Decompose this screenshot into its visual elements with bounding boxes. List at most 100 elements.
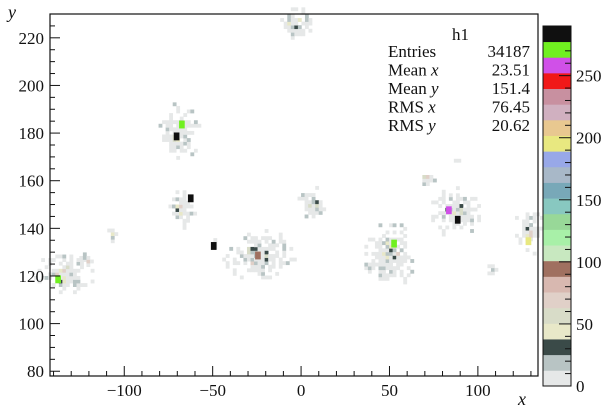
heatmap-cell [76, 261, 81, 266]
heatmap-cell [280, 18, 285, 22]
heatmap-cell [441, 193, 446, 198]
heatmap-cell [470, 207, 474, 212]
heatmap-cell [110, 239, 115, 244]
heatmap-cell [51, 258, 56, 262]
heatmap-cell [257, 264, 262, 269]
heatmap-cell [315, 207, 320, 212]
heatmap-cell [459, 204, 464, 208]
heatmap-cell [62, 286, 67, 291]
heatmap-cell [378, 262, 383, 267]
heatmap-cell [385, 251, 390, 256]
heatmap-cell [290, 14, 295, 19]
heatmap-cell [172, 211, 176, 216]
heatmap-cell [282, 261, 287, 266]
heatmap-cell [378, 248, 383, 253]
heatmap-cell [72, 275, 77, 280]
heatmap-cell [522, 226, 526, 231]
heatmap-cell [257, 246, 262, 251]
heatmap-cell [250, 246, 255, 251]
x-tick-label: −50 [199, 381, 226, 400]
heatmap-cell [403, 276, 408, 281]
heatmap-cell [176, 155, 181, 160]
heatmap-cell [239, 254, 244, 258]
stats-row-value: 34187 [488, 42, 531, 61]
color-scale-swatch [543, 119, 571, 136]
heatmap-cell [389, 248, 393, 253]
heatmap-cell [392, 269, 397, 274]
color-scale-tick-label: 0 [576, 377, 585, 396]
plot-frame [49, 13, 539, 377]
heatmap-cell [311, 203, 316, 208]
heatmap-cell [308, 193, 312, 197]
heatmap-cell [169, 127, 174, 132]
heatmap-cell [445, 225, 450, 230]
heatmap-cell [389, 241, 393, 246]
heatmap-peak-cell [210, 242, 217, 250]
heatmap-cell [254, 239, 258, 244]
heatmap-cell [183, 127, 188, 132]
heatmap-cell [282, 254, 287, 258]
color-scale-swatch [543, 88, 571, 105]
y-tick-label: 160 [19, 172, 45, 191]
heatmap-cell [229, 246, 234, 251]
heatmap-cell [114, 232, 119, 237]
stats-row-variable: x [430, 61, 439, 80]
heatmap-cell [275, 243, 280, 248]
color-scale-swatch [543, 151, 571, 168]
heatmap-cell [367, 237, 372, 242]
heatmap-cell [236, 261, 241, 266]
heatmap-cell [308, 210, 312, 215]
heatmap-cell [179, 127, 184, 132]
heatmap-cell [463, 221, 467, 226]
heatmap-cell [186, 200, 190, 205]
heatmap-cell [518, 240, 523, 245]
color-scale-swatch [543, 260, 571, 277]
heatmap-cell [172, 145, 177, 150]
heatmap-cell [76, 268, 81, 273]
heatmap-cell [158, 123, 163, 128]
heatmap-cell [539, 226, 544, 231]
heatmap-cell [304, 207, 309, 212]
heatmap-cell [72, 290, 77, 295]
heatmap-cell [455, 211, 460, 216]
heatmap-cell [264, 261, 269, 266]
heatmap-cell [55, 268, 60, 273]
heatmap-cell [403, 234, 408, 238]
heatmap-cell [62, 258, 67, 262]
heatmap-cell [190, 123, 195, 128]
color-scale-swatch [543, 135, 571, 152]
heatmap-cell [162, 134, 166, 139]
heatmap-cell [385, 266, 390, 271]
heatmap-cell [110, 235, 115, 240]
heatmap-cell [385, 273, 390, 278]
heatmap-cell [37, 279, 42, 284]
heatmap-cell [525, 223, 530, 227]
heatmap-cell [186, 130, 191, 135]
heatmap-cell [311, 200, 316, 205]
color-scale-tick-label: 200 [576, 129, 602, 148]
heatmap-cell [304, 196, 309, 201]
heatmap-cell [308, 207, 312, 212]
heatmap-cell [322, 207, 327, 212]
heatmap-cell [76, 279, 81, 284]
heatmap-cell [236, 246, 241, 251]
heatmap-cell [271, 243, 276, 248]
heatmap-cell [463, 207, 467, 212]
heatmap-cell [385, 230, 390, 235]
heatmap-cell [51, 272, 56, 277]
heatmap-cell [399, 262, 404, 267]
heatmap-cell [459, 225, 464, 230]
stats-row-value: 151.4 [492, 79, 531, 98]
heatmap-peak-cell [173, 132, 180, 141]
heatmap-cell [392, 237, 397, 242]
heatmap-cell [396, 244, 401, 249]
x-tick-label: −100 [107, 381, 142, 400]
heatmap-cell [278, 257, 283, 262]
heatmap-cell [261, 268, 265, 273]
heatmap-cell [89, 259, 94, 264]
heatmap-cell [179, 208, 183, 212]
color-scale-swatch [543, 339, 571, 356]
stats-row-value: 76.45 [492, 98, 530, 117]
heatmap-cell [232, 271, 237, 276]
heatmap-cell [389, 244, 393, 249]
